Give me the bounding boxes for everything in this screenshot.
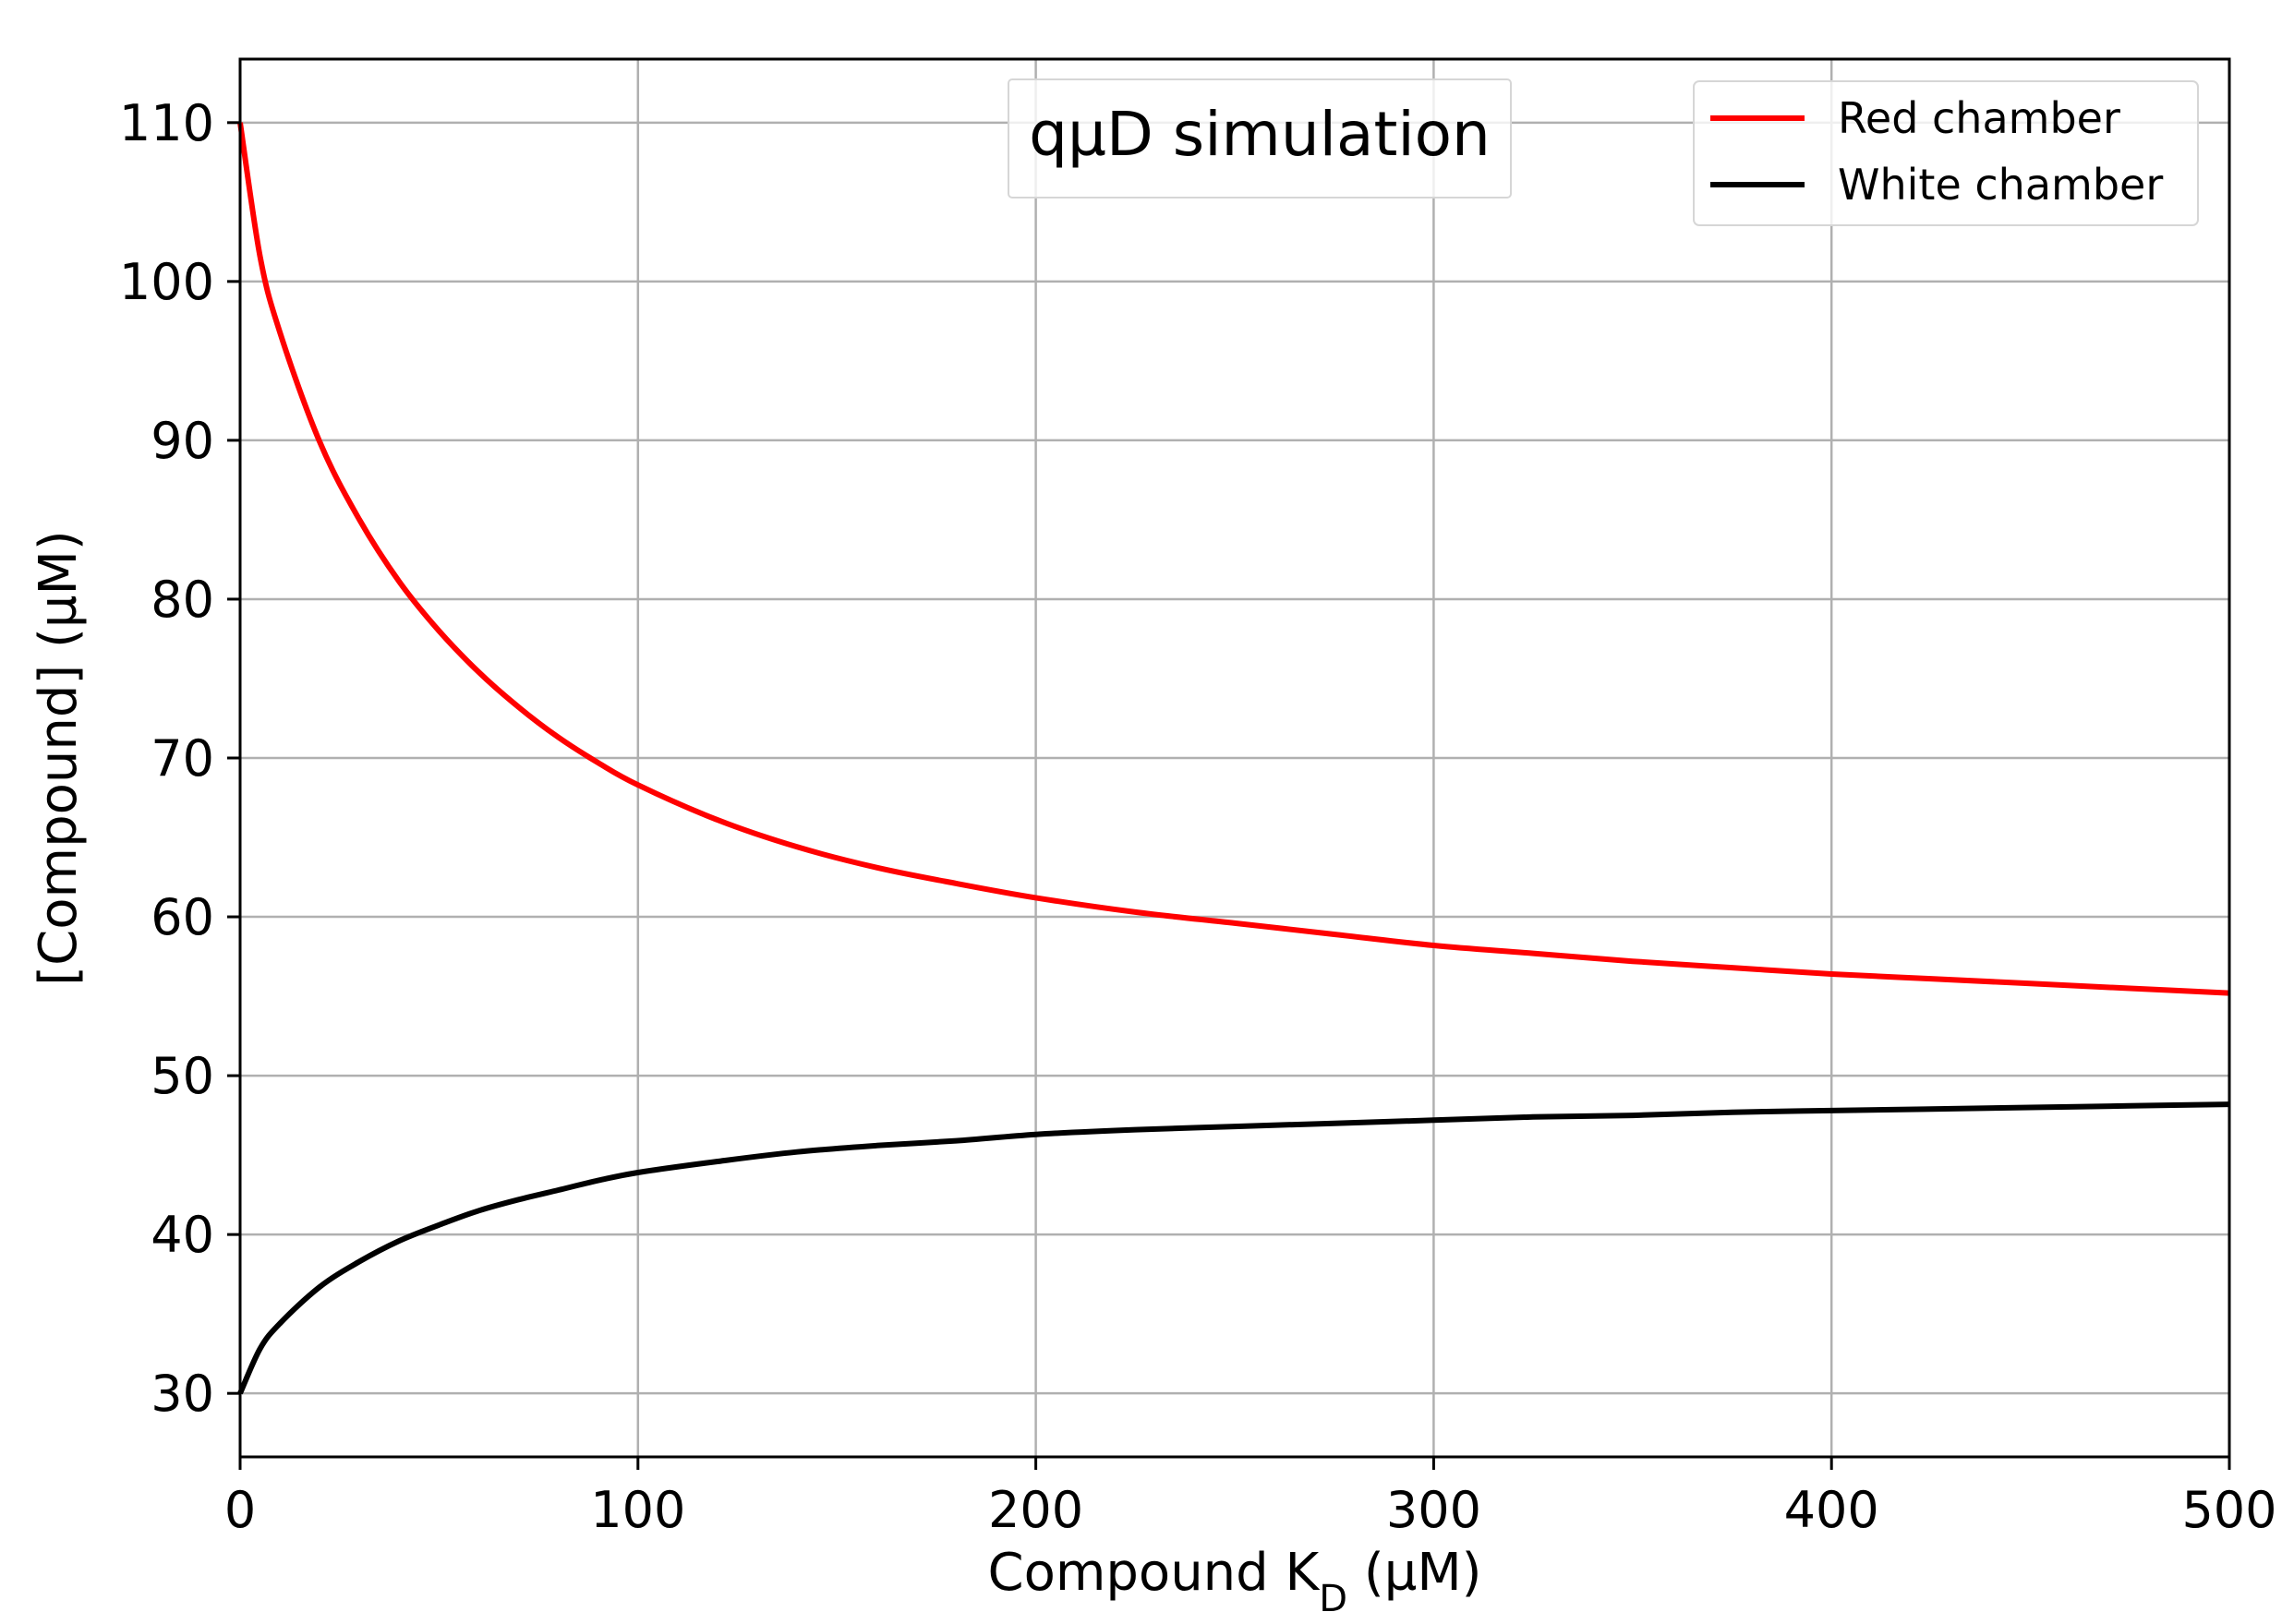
legend-label-white-chamber: White chamber [1838, 160, 2163, 210]
y-tick-label: 100 [119, 253, 214, 311]
y-tick-label: 110 [119, 94, 214, 152]
legend-label-red-chamber: Red chamber [1838, 93, 2120, 143]
series-lines [237, 122, 2230, 1395]
chart-title-box: qµD simulation [1008, 78, 1512, 198]
x-axis-label: Compound KD (µM) [987, 1543, 1481, 1620]
x-tick-label: 500 [2181, 1481, 2276, 1539]
series-line-red-chamber [237, 122, 2230, 996]
x-tick-label: 400 [1784, 1481, 1879, 1539]
y-tick-label: 60 [151, 888, 214, 946]
legend-frame [1693, 80, 2199, 226]
ticks: 0 100 200 300 400 500 30 40 50 60 70 80 90 100 110 [119, 94, 2277, 1539]
y-tick-label: 50 [151, 1047, 214, 1105]
title-frame [1008, 78, 1512, 198]
y-tick-label: 30 [151, 1365, 214, 1423]
chart-title: qµD simulation [1029, 99, 1491, 170]
y-tick-label: 80 [151, 571, 214, 629]
series-line-white-chamber [237, 1101, 2230, 1395]
y-tick-label: 70 [151, 729, 214, 788]
x-tick-label: 0 [224, 1481, 256, 1539]
y-axis-label: [Compound] (µM) [29, 530, 89, 985]
x-tick-label: 100 [590, 1481, 685, 1539]
legend: Red chamber White chamber [1693, 80, 2199, 226]
y-tick-label: 40 [151, 1206, 214, 1264]
y-tick-label: 90 [151, 412, 214, 470]
x-tick-label: 200 [988, 1481, 1083, 1539]
x-tick-label: 300 [1386, 1481, 1481, 1539]
